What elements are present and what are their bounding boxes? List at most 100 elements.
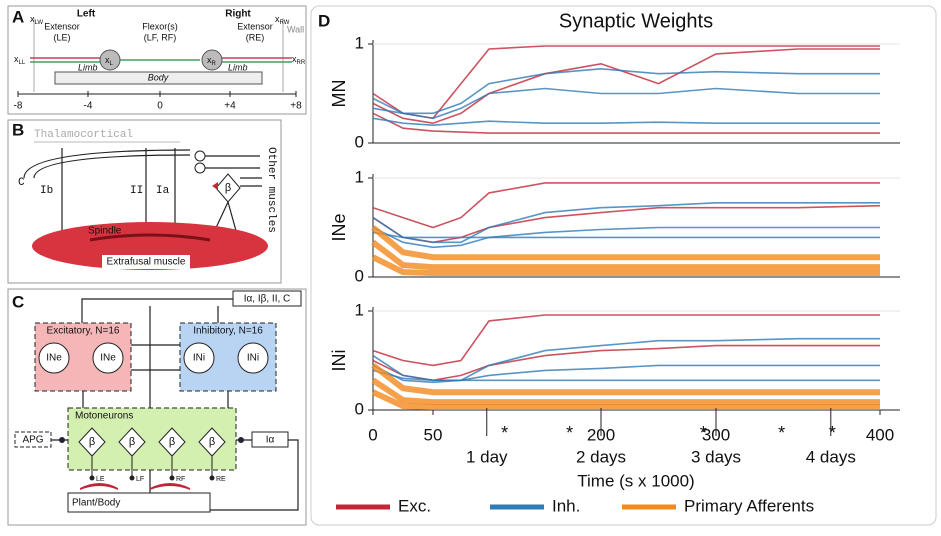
legend-label: Exc. — [398, 496, 431, 515]
label: β — [129, 436, 135, 448]
joint — [201, 49, 223, 71]
label: RF — [176, 476, 185, 483]
series-line — [372, 364, 880, 384]
series-line — [371, 389, 880, 410]
label: β — [169, 436, 175, 448]
neuron — [183, 342, 215, 374]
y-tick-label: 0 — [355, 132, 364, 151]
synapse — [238, 437, 244, 443]
label: INe — [46, 353, 62, 364]
terminal — [129, 475, 135, 481]
joint — [99, 49, 121, 71]
label: xR — [207, 55, 217, 66]
label: Excitatory, N=16 — [47, 326, 120, 337]
label: LF — [136, 476, 144, 483]
series-line — [372, 369, 880, 382]
plant-box — [67, 492, 211, 513]
label: Iα — [266, 435, 275, 446]
synapse — [59, 437, 65, 443]
series-line — [372, 112, 880, 134]
y-axis-label: INe — [329, 213, 349, 241]
day-label: 2 days — [576, 447, 626, 466]
panel-letter: C — [12, 292, 24, 311]
label: xL — [105, 55, 114, 66]
panel-frame — [7, 5, 307, 115]
terminal — [89, 475, 95, 481]
label: Extensor — [237, 21, 273, 31]
terminal — [169, 475, 175, 481]
panel-c: C Iα, Iβ, II, C Excitatory, N=16 INe INe… — [7, 288, 307, 526]
tick-label: -4 — [84, 101, 93, 112]
motoneurons: β LE β LF β RF β RE — [78, 427, 226, 483]
label: Inhibitory, N=16 — [193, 326, 263, 337]
series-line — [371, 377, 880, 406]
label: Extensor — [44, 21, 80, 31]
neuron — [92, 342, 124, 374]
label: Iα, Iβ, II, C — [244, 294, 291, 305]
legend-label: Inh. — [552, 496, 580, 515]
panel-a: A Left Right Extensor (LE) Flexor(s) (LF… — [7, 5, 307, 115]
x-axis-label: Time (s x 1000) — [577, 471, 694, 490]
label: LE — [96, 476, 105, 483]
label: APG — [22, 435, 43, 446]
tick-label: 0 — [157, 101, 163, 112]
panel-letter: A — [12, 7, 24, 26]
label: β — [209, 436, 215, 448]
label: Ia — [156, 185, 170, 197]
tick-label: +4 — [224, 101, 236, 112]
legend-label: Primary Afferents — [684, 496, 814, 515]
label: Flexor(s) — [142, 21, 178, 31]
neuron — [38, 342, 70, 374]
series-line — [372, 337, 880, 382]
limb — [80, 483, 190, 490]
panel-letter: D — [318, 11, 330, 30]
panel-b: B Thalamocortical C Ib II Ia β Other mus… — [7, 119, 282, 284]
label: Body — [148, 72, 169, 82]
day-label: 4 days — [806, 447, 856, 466]
label-bg — [102, 255, 190, 269]
label: (LE) — [53, 32, 70, 42]
series-line — [372, 231, 880, 239]
day-label: 3 days — [691, 447, 741, 466]
panel-frame — [7, 288, 307, 526]
y-tick-label: 1 — [355, 167, 364, 186]
series-line — [372, 202, 880, 244]
label: Limb — [78, 62, 98, 72]
label: RE — [216, 476, 226, 483]
asterisk: * — [700, 423, 707, 443]
y-axis-label: INi — [329, 350, 349, 372]
x-tick-label: 400 — [866, 425, 894, 444]
label: Other muscles — [265, 147, 277, 233]
series-line — [371, 225, 880, 261]
pathway — [23, 148, 191, 240]
series-line — [372, 117, 880, 127]
series-line — [372, 67, 880, 115]
asterisk: * — [566, 423, 573, 443]
series-line — [371, 239, 880, 271]
label: Plant/Body — [72, 498, 120, 509]
label: II — [130, 185, 143, 197]
muscle — [32, 222, 268, 270]
y-axis-label: MN — [329, 80, 349, 108]
neuron — [237, 342, 269, 374]
label: Thalamocortical — [34, 129, 133, 141]
label: β — [225, 182, 231, 194]
series-line — [372, 87, 880, 120]
asterisk: * — [501, 423, 508, 443]
y-tick-label: 1 — [355, 300, 364, 319]
label: β — [89, 436, 95, 448]
tick-label: -8 — [14, 101, 23, 112]
label: C — [18, 177, 25, 189]
label: Spindle — [88, 226, 122, 237]
axis-ticks: -8 -4 0 +4 +8 — [14, 91, 302, 112]
label: Limb — [228, 62, 248, 72]
label: Right — [225, 9, 251, 20]
series-line — [372, 182, 880, 229]
label: INi — [193, 353, 205, 364]
y-tick-label: 1 — [355, 33, 364, 52]
label: (RE) — [246, 32, 265, 42]
label: Left — [77, 9, 96, 20]
x-tick-label: 0 — [368, 425, 377, 444]
y-tick-label: 0 — [355, 266, 364, 285]
